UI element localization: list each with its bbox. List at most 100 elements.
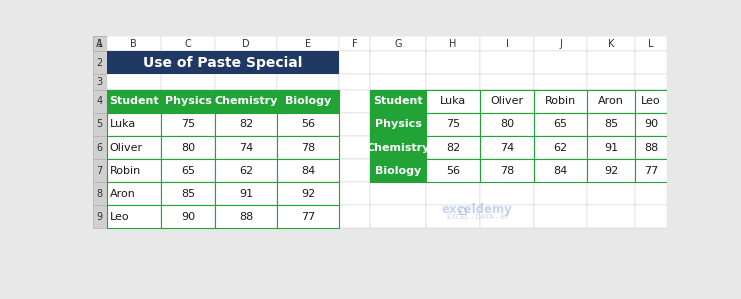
Text: D: D: [242, 39, 250, 48]
Bar: [215, 90, 277, 113]
Bar: [107, 182, 161, 205]
Text: Oliver: Oliver: [491, 96, 524, 106]
Bar: [587, 182, 635, 205]
Bar: [534, 74, 587, 90]
Bar: [107, 90, 161, 113]
Bar: [370, 74, 426, 90]
Text: 3: 3: [96, 77, 103, 87]
Bar: [107, 205, 161, 228]
Bar: [215, 136, 277, 159]
Text: 77: 77: [644, 166, 658, 176]
Bar: [370, 90, 426, 113]
Text: 65: 65: [181, 166, 195, 176]
Text: C: C: [185, 39, 191, 48]
Bar: [107, 182, 161, 205]
Bar: [93, 90, 107, 113]
Bar: [635, 36, 667, 51]
Text: 56: 56: [446, 166, 460, 176]
Bar: [587, 90, 635, 113]
Text: exceldemy: exceldemy: [442, 203, 512, 216]
Bar: [161, 36, 215, 51]
Bar: [534, 136, 587, 159]
Bar: [426, 90, 480, 113]
Bar: [161, 182, 215, 205]
Bar: [107, 36, 161, 51]
Text: Aron: Aron: [598, 96, 624, 106]
Bar: [277, 36, 339, 51]
Bar: [534, 113, 587, 136]
Text: I: I: [506, 39, 508, 48]
Text: 90: 90: [644, 119, 658, 129]
Bar: [161, 74, 215, 90]
Text: F: F: [352, 39, 357, 48]
Text: 9: 9: [96, 212, 103, 222]
Bar: [215, 159, 277, 182]
Text: Robin: Robin: [545, 96, 576, 106]
Bar: [534, 182, 587, 205]
Bar: [480, 113, 534, 136]
Bar: [480, 51, 534, 74]
Bar: [93, 182, 107, 205]
Bar: [161, 136, 215, 159]
Bar: [587, 51, 635, 74]
Bar: [587, 136, 635, 159]
Text: 56: 56: [301, 119, 315, 129]
Bar: [215, 136, 277, 159]
Bar: [426, 159, 480, 182]
Text: Luka: Luka: [110, 119, 136, 129]
Bar: [215, 182, 277, 205]
Text: B: B: [130, 39, 137, 48]
Bar: [426, 159, 480, 182]
Bar: [277, 182, 339, 205]
Bar: [161, 113, 215, 136]
Text: 7: 7: [96, 166, 103, 176]
Bar: [635, 90, 667, 113]
Bar: [635, 74, 667, 90]
Bar: [370, 36, 426, 51]
Bar: [426, 136, 480, 159]
Bar: [426, 113, 480, 136]
Text: 90: 90: [181, 212, 195, 222]
Bar: [480, 182, 534, 205]
Bar: [93, 51, 107, 74]
Bar: [370, 90, 426, 113]
Bar: [587, 205, 635, 228]
Bar: [370, 36, 426, 51]
Bar: [277, 113, 339, 136]
Text: 92: 92: [301, 189, 315, 199]
Bar: [93, 136, 107, 159]
Bar: [534, 36, 587, 51]
Text: 65: 65: [554, 119, 568, 129]
Bar: [534, 90, 587, 113]
Bar: [480, 113, 534, 136]
Bar: [107, 159, 161, 182]
Text: Biology: Biology: [375, 166, 421, 176]
Text: G: G: [394, 39, 402, 48]
Bar: [339, 90, 370, 113]
Bar: [161, 90, 215, 113]
Text: 2: 2: [96, 58, 103, 68]
Bar: [339, 182, 370, 205]
Bar: [635, 136, 667, 159]
Bar: [426, 113, 480, 136]
Bar: [635, 182, 667, 205]
Bar: [339, 136, 370, 159]
Bar: [587, 113, 635, 136]
Bar: [277, 113, 339, 136]
Text: A: A: [96, 39, 103, 48]
Bar: [480, 36, 534, 51]
Text: 85: 85: [604, 119, 618, 129]
Bar: [635, 205, 667, 228]
Bar: [277, 159, 339, 182]
Bar: [534, 159, 587, 182]
Bar: [587, 36, 635, 51]
Bar: [426, 136, 480, 159]
Text: K: K: [608, 39, 614, 48]
Bar: [161, 182, 215, 205]
Bar: [161, 205, 215, 228]
Text: 62: 62: [554, 143, 568, 152]
Bar: [215, 74, 277, 90]
Bar: [587, 90, 635, 113]
Bar: [426, 90, 480, 113]
Bar: [534, 90, 587, 113]
